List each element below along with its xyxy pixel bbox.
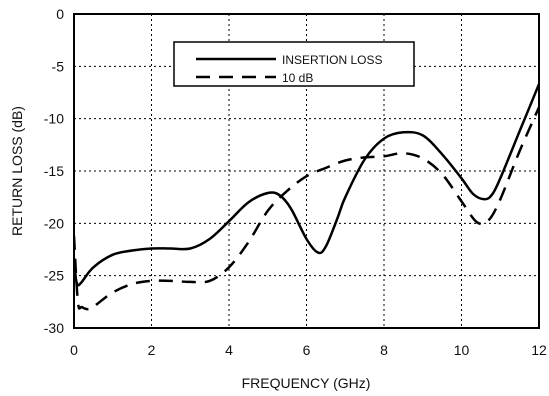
x-tick-label: 8 bbox=[380, 342, 388, 358]
legend: INSERTION LOSS 10 dB bbox=[173, 41, 415, 87]
grid bbox=[74, 14, 539, 328]
series-layer bbox=[74, 83, 539, 311]
x-tick-label: 10 bbox=[454, 342, 470, 358]
y-tick-labels: 0 -5 -10 -15 -20 -25 -30 bbox=[44, 6, 64, 336]
y-axis-title: RETURN LOSS (dB) bbox=[9, 106, 25, 236]
series-line-insertion-loss bbox=[74, 83, 539, 287]
y-tick-label: -15 bbox=[44, 163, 64, 179]
y-tick-label: -30 bbox=[44, 320, 64, 336]
x-tick-label: 12 bbox=[531, 342, 547, 358]
x-axis-title: FREQUENCY (GHz) bbox=[242, 375, 371, 391]
series-line-10-db bbox=[74, 106, 539, 311]
x-tick-label: 6 bbox=[303, 342, 311, 358]
x-tick-labels: 0 2 4 6 8 10 12 bbox=[70, 342, 547, 358]
x-tick-label: 2 bbox=[148, 342, 156, 358]
y-tick-label: -10 bbox=[44, 111, 64, 127]
y-tick-label: -20 bbox=[44, 215, 64, 231]
y-tick-label: -5 bbox=[52, 58, 65, 74]
legend-label-insertion-loss: INSERTION LOSS bbox=[282, 53, 382, 67]
legend-box bbox=[173, 41, 415, 87]
y-tick-label: 0 bbox=[56, 6, 64, 22]
legend-label-10-db: 10 dB bbox=[282, 71, 313, 85]
x-tick-label: 4 bbox=[225, 342, 233, 358]
x-tick-label: 0 bbox=[70, 342, 78, 358]
y-tick-label: -25 bbox=[44, 268, 64, 284]
plot-frame bbox=[73, 13, 540, 329]
